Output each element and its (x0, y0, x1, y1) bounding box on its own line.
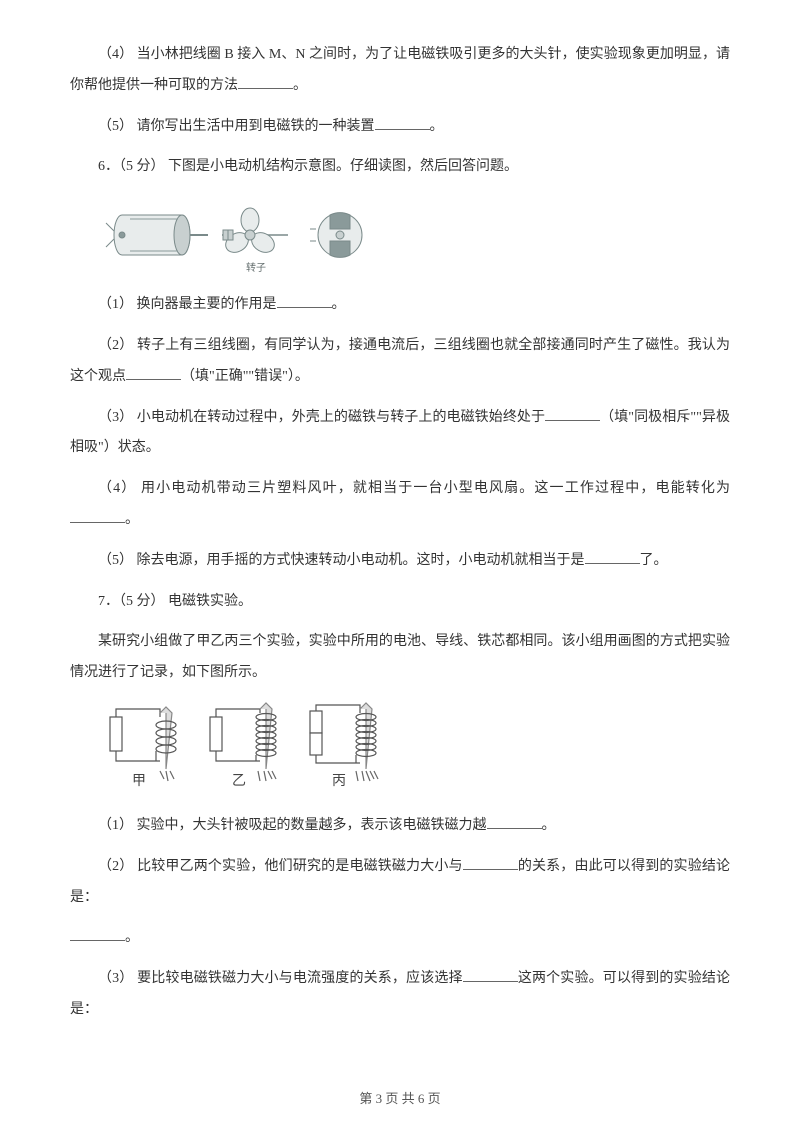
blank (70, 509, 125, 523)
q7-1-a: （1） 实验中，大头针被吸起的数量越多，表示该电磁铁磁力越 (98, 818, 487, 833)
q6-5: （5） 除去电源，用手摇的方式快速转动小电动机。这时，小电动机就相当于是 了。 (70, 546, 730, 577)
q6-2-b: （填"正确""错误"）。 (181, 369, 309, 384)
q6-3: （3） 小电动机在转动过程中，外壳上的磁铁与转子上的电磁铁始终处于（填"同极相斥… (70, 403, 730, 465)
q7-2-a: （2） 比较甲乙两个实验，他们研究的是电磁铁磁力大小与 (98, 859, 463, 874)
blank (545, 407, 600, 421)
q6-1: （1） 换向器最主要的作用是 。 (70, 290, 730, 321)
blank (126, 366, 181, 380)
q7-1-b: 。 (542, 818, 556, 833)
q4-text-b: 。 (293, 78, 307, 93)
blank (238, 75, 293, 89)
label-yi: 乙 (232, 773, 246, 789)
q7-2: （2） 比较甲乙两个实验，他们研究的是电磁铁磁力大小与的关系，由此可以得到的实验… (70, 852, 730, 914)
blank (375, 116, 430, 130)
q6-1-a: （1） 换向器最主要的作用是 (98, 297, 277, 312)
blank (463, 856, 518, 870)
blank (585, 550, 640, 564)
rotor-label: 转子 (246, 261, 266, 274)
motor-svg: 转子 (100, 193, 380, 278)
q6-5-b: 了。 (640, 553, 668, 568)
q6-5-a: （5） 除去电源，用手摇的方式快速转动小电动机。这时，小电动机就相当于是 (98, 553, 585, 568)
q7-2-line2: 。 (70, 923, 730, 954)
page-footer: 第 3 页 共 6 页 (0, 1085, 800, 1114)
q4-text-a: （4） 当小林把线圈 B 接入 M、N 之间时，为了让电磁铁吸引更多的大头针，使… (70, 47, 730, 93)
q5a-para: （5） 请你写出生活中用到电磁铁的一种装置 。 (70, 112, 730, 143)
q6-4-b: 。 (125, 512, 139, 527)
q6-head: 6．（5 分） 下图是小电动机结构示意图。仔细读图，然后回答问题。 (70, 152, 730, 183)
q5a-text-a: （5） 请你写出生活中用到电磁铁的一种装置 (98, 119, 375, 134)
q7-2-c: 。 (125, 930, 139, 945)
q4-para: （4） 当小林把线圈 B 接入 M、N 之间时，为了让电磁铁吸引更多的大头针，使… (70, 40, 730, 102)
q7-1: （1） 实验中，大头针被吸起的数量越多，表示该电磁铁磁力越 。 (70, 811, 730, 842)
q7-head: 7．（5 分） 电磁铁实验。 (70, 587, 730, 618)
q7-3-a: （3） 要比较电磁铁磁力大小与电流强度的关系，应该选择 (98, 971, 463, 986)
q7-3: （3） 要比较电磁铁磁力大小与电流强度的关系，应该选择这两个实验。可以得到的实验… (70, 964, 730, 1026)
blank (463, 968, 518, 982)
label-bing: 丙 (332, 774, 346, 789)
q7-intro: 某研究小组做了甲乙丙三个实验，实验中所用的电池、导线、铁芯都相同。该小组用画图的… (70, 627, 730, 689)
q5a-text-b: 。 (430, 119, 444, 134)
q6-3-a: （3） 小电动机在转动过程中，外壳上的磁铁与转子上的电磁铁始终处于 (98, 410, 545, 425)
electromagnet-svg: 甲 乙 (100, 699, 400, 799)
blank (487, 815, 542, 829)
q6-4: （4） 用小电动机带动三片塑料风叶，就相当于一台小型电风扇。这一工作过程中，电能… (70, 474, 730, 536)
q6-1-b: 。 (332, 297, 346, 312)
q6-2: （2） 转子上有三组线圈，有同学认为，接通电流后，三组线圈也就全部接通同时产生了… (70, 331, 730, 393)
q6-4-a: （4） 用小电动机带动三片塑料风叶，就相当于一台小型电风扇。这一工作过程中，电能… (98, 481, 730, 496)
blank (277, 294, 332, 308)
label-jia: 甲 (132, 774, 146, 789)
electromagnet-figure: 甲 乙 (100, 699, 730, 799)
motor-figure: 转子 (100, 193, 730, 278)
blank (70, 927, 125, 941)
